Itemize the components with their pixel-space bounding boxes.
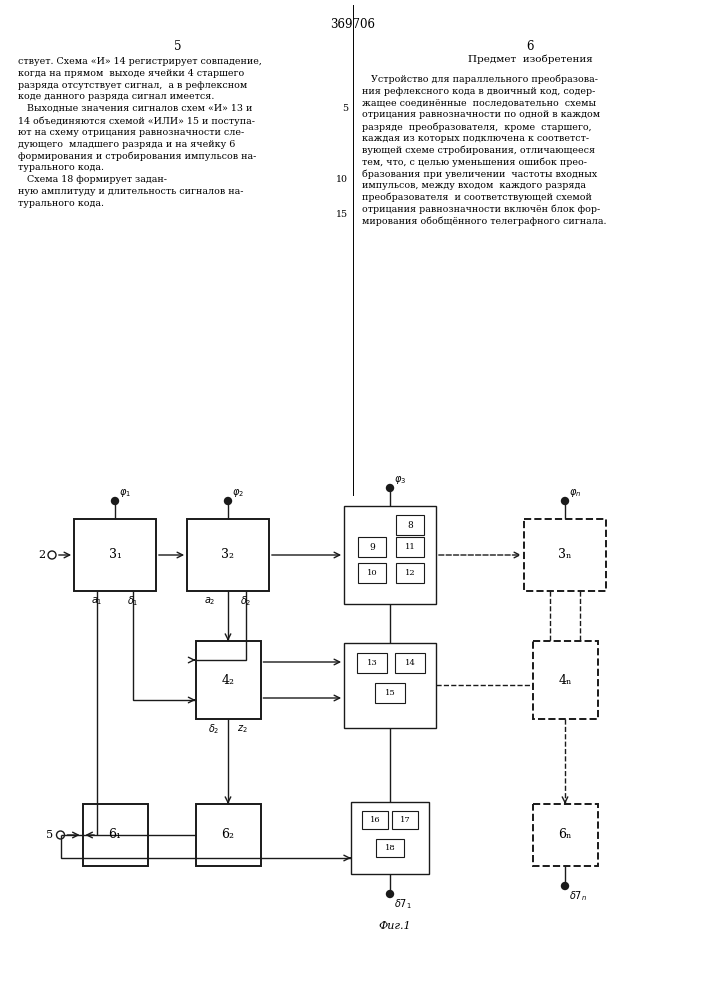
Text: коде данного разряда сигнал имеется.: коде данного разряда сигнал имеется. (18, 92, 214, 101)
Text: 14 объединяются схемой «ИЛИ» 15 и поступа-: 14 объединяются схемой «ИЛИ» 15 и поступ… (18, 116, 255, 125)
Text: формирования и стробирования импульсов на-: формирования и стробирования импульсов н… (18, 151, 257, 161)
Bar (532, 641, 597, 719)
Text: 13: 13 (367, 659, 378, 667)
Text: жащее соединённые  последовательно  схемы: жащее соединённые последовательно схемы (362, 99, 596, 108)
Bar (392, 811, 418, 829)
Text: Устройство для параллельного преобразова-: Устройство для параллельного преобразова… (362, 75, 598, 85)
Text: Схема 18 формирует задан-: Схема 18 формирует задан- (18, 175, 167, 184)
Text: 2: 2 (38, 550, 45, 560)
Bar (358, 563, 386, 583)
Text: 4₂: 4₂ (221, 674, 235, 686)
Text: 6ₙ: 6ₙ (559, 828, 572, 842)
Text: $\delta_2$: $\delta_2$ (240, 594, 252, 608)
Text: $\varphi_1$: $\varphi_1$ (119, 487, 131, 499)
Bar (524, 519, 606, 591)
Circle shape (225, 497, 231, 504)
Text: ют на схему отрицания равнозначности сле-: ют на схему отрицания равнозначности сле… (18, 128, 244, 137)
Text: бразования при увеличении  частоты входных: бразования при увеличении частоты входны… (362, 169, 597, 179)
Text: 15: 15 (385, 689, 395, 697)
Text: 3ₙ: 3ₙ (559, 548, 572, 562)
Text: 11: 11 (404, 543, 416, 551)
Text: 3₁: 3₁ (108, 548, 122, 562)
Bar (375, 683, 405, 703)
Circle shape (112, 497, 119, 504)
Text: $a_1$: $a_1$ (91, 595, 103, 607)
Text: 18: 18 (385, 844, 395, 852)
Text: 3₂: 3₂ (221, 548, 235, 562)
Text: мирования обобщённого телеграфного сигнала.: мирования обобщённого телеграфного сигна… (362, 217, 607, 226)
Text: 6₂: 6₂ (221, 828, 235, 842)
Text: дующего  младшего разряда и на ячейку 6: дующего младшего разряда и на ячейку 6 (18, 140, 235, 149)
Text: 5: 5 (174, 40, 182, 53)
Bar (532, 804, 597, 866)
Text: вующей схеме стробирования, отличающееся: вующей схеме стробирования, отличающееся (362, 146, 595, 155)
Text: 5: 5 (342, 104, 348, 113)
Text: Предмет  изобретения: Предмет изобретения (467, 55, 592, 64)
Text: $z_2$: $z_2$ (237, 723, 247, 735)
Text: 5: 5 (47, 830, 54, 840)
Bar (196, 804, 260, 866)
Text: 369706: 369706 (330, 18, 375, 31)
Circle shape (387, 485, 394, 491)
Text: ную амплитуду и длительность сигналов на-: ную амплитуду и длительность сигналов на… (18, 187, 243, 196)
Text: 6₁: 6₁ (108, 828, 122, 842)
Circle shape (561, 882, 568, 890)
Text: 6: 6 (526, 40, 534, 53)
Text: 12: 12 (404, 569, 415, 577)
Circle shape (561, 497, 568, 504)
Text: ния рефлексного кода в двоичный код, содер-: ния рефлексного кода в двоичный код, сод… (362, 87, 595, 96)
Text: $a_2$: $a_2$ (204, 595, 216, 607)
Text: 10: 10 (367, 569, 378, 577)
Text: 16: 16 (370, 816, 380, 824)
Bar (196, 641, 260, 719)
Bar (187, 519, 269, 591)
Bar (74, 519, 156, 591)
Text: тем, что, с целью уменьшения ошибок прео-: тем, что, с целью уменьшения ошибок прео… (362, 158, 587, 167)
Text: когда на прямом  выходе ячейки 4 старшего: когда на прямом выходе ячейки 4 старшего (18, 69, 244, 78)
Circle shape (387, 890, 394, 898)
Bar (396, 563, 424, 583)
Bar (344, 506, 436, 604)
Text: импульсов, между входом  каждого разряда: импульсов, между входом каждого разряда (362, 181, 586, 190)
Text: 14: 14 (404, 659, 416, 667)
Bar (344, 643, 436, 728)
Bar (395, 653, 425, 673)
Text: $\varphi_2$: $\varphi_2$ (232, 487, 244, 499)
Bar (362, 811, 388, 829)
Bar (358, 537, 386, 557)
Text: 15: 15 (336, 210, 348, 219)
Text: $\delta 7_n$: $\delta 7_n$ (569, 889, 587, 903)
Text: $\delta_1$: $\delta_1$ (127, 594, 139, 608)
Bar (376, 839, 404, 857)
Text: $\varphi_n$: $\varphi_n$ (569, 487, 581, 499)
Text: 10: 10 (336, 175, 348, 184)
Text: Фиг.1: Фиг.1 (379, 921, 411, 931)
Text: разряда отсутствует сигнал,  а в рефлексном: разряда отсутствует сигнал, а в рефлексн… (18, 81, 247, 90)
Text: 9: 9 (369, 542, 375, 552)
Text: 4ₙ: 4ₙ (559, 674, 572, 686)
Bar (396, 537, 424, 557)
Text: $\delta 7_1$: $\delta 7_1$ (394, 897, 412, 911)
Text: Выходные значения сигналов схем «И» 13 и: Выходные значения сигналов схем «И» 13 и (18, 104, 252, 113)
Text: турального кода.: турального кода. (18, 163, 104, 172)
Text: $\delta_2$: $\delta_2$ (209, 722, 220, 736)
Bar (351, 802, 429, 874)
Text: отрицания равнозначности включён блок фор-: отрицания равнозначности включён блок фо… (362, 205, 600, 214)
Text: $\varphi_3$: $\varphi_3$ (394, 474, 407, 486)
Text: разряде  преобразователя,  кроме  старшего,: разряде преобразователя, кроме старшего, (362, 122, 592, 132)
Text: 8: 8 (407, 520, 413, 530)
Text: 17: 17 (399, 816, 410, 824)
Bar (357, 653, 387, 673)
Text: отрицания равнозначности по одной в каждом: отрицания равнозначности по одной в кажд… (362, 110, 600, 119)
Bar (396, 515, 424, 535)
Bar (83, 804, 148, 866)
Text: ствует. Схема «И» 14 регистрирует совпадение,: ствует. Схема «И» 14 регистрирует совпад… (18, 57, 262, 66)
Text: преобразователя  и соответствующей схемой: преобразователя и соответствующей схемой (362, 193, 592, 202)
Text: каждая из которых подключена к соответст-: каждая из которых подключена к соответст… (362, 134, 589, 143)
Text: турального кода.: турального кода. (18, 199, 104, 208)
